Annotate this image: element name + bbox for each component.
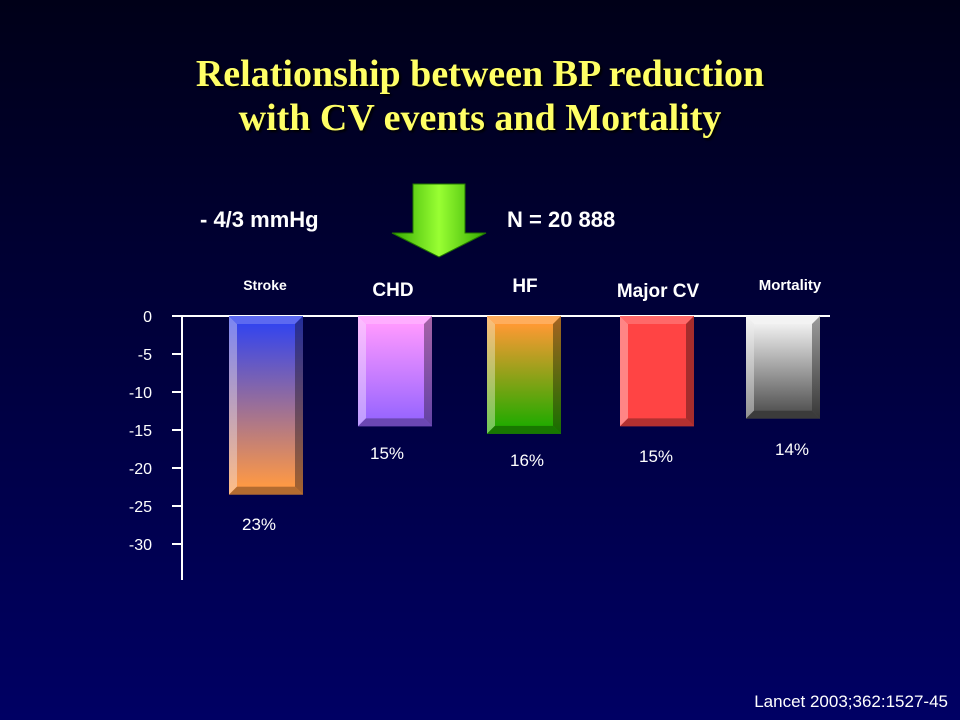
slide-title: Relationship between BP reduction with C…	[0, 52, 960, 140]
y-tick-label: -25	[129, 499, 152, 516]
data-label: 15%	[370, 444, 404, 463]
data-label: 15%	[639, 447, 673, 466]
y-tick-label: -5	[138, 347, 152, 364]
y-tick-label: -30	[129, 537, 152, 554]
title-line-1: Relationship between BP reduction	[195, 53, 765, 95]
y-tick-label: -15	[129, 423, 152, 440]
category-label: HF	[512, 276, 537, 297]
category-label: CHD	[372, 280, 413, 301]
y-tick-label: 0	[143, 309, 152, 326]
title-line-2: with CV events and Mortality	[238, 97, 722, 139]
category-label: Stroke	[243, 277, 287, 293]
bar-stroke	[229, 316, 303, 495]
bp-reduction-text: - 4/3 mmHg	[200, 207, 319, 232]
down-arrow-icon	[391, 183, 487, 258]
data-label: 14%	[775, 440, 809, 459]
data-label: 16%	[510, 451, 544, 470]
y-tick-label: -10	[129, 385, 152, 402]
bar-chd	[358, 316, 432, 427]
sample-size-text: N = 20 888	[507, 207, 616, 232]
y-tick-label: -20	[129, 461, 152, 478]
bar-mortality	[746, 316, 820, 419]
category-label: Mortality	[759, 277, 822, 294]
category-label: Major CV	[617, 281, 700, 302]
bar-hf	[487, 316, 561, 434]
data-label: 23%	[242, 515, 276, 534]
bar-major-cv	[620, 316, 694, 427]
citation-text: Lancet 2003;362:1527-45	[754, 692, 948, 711]
